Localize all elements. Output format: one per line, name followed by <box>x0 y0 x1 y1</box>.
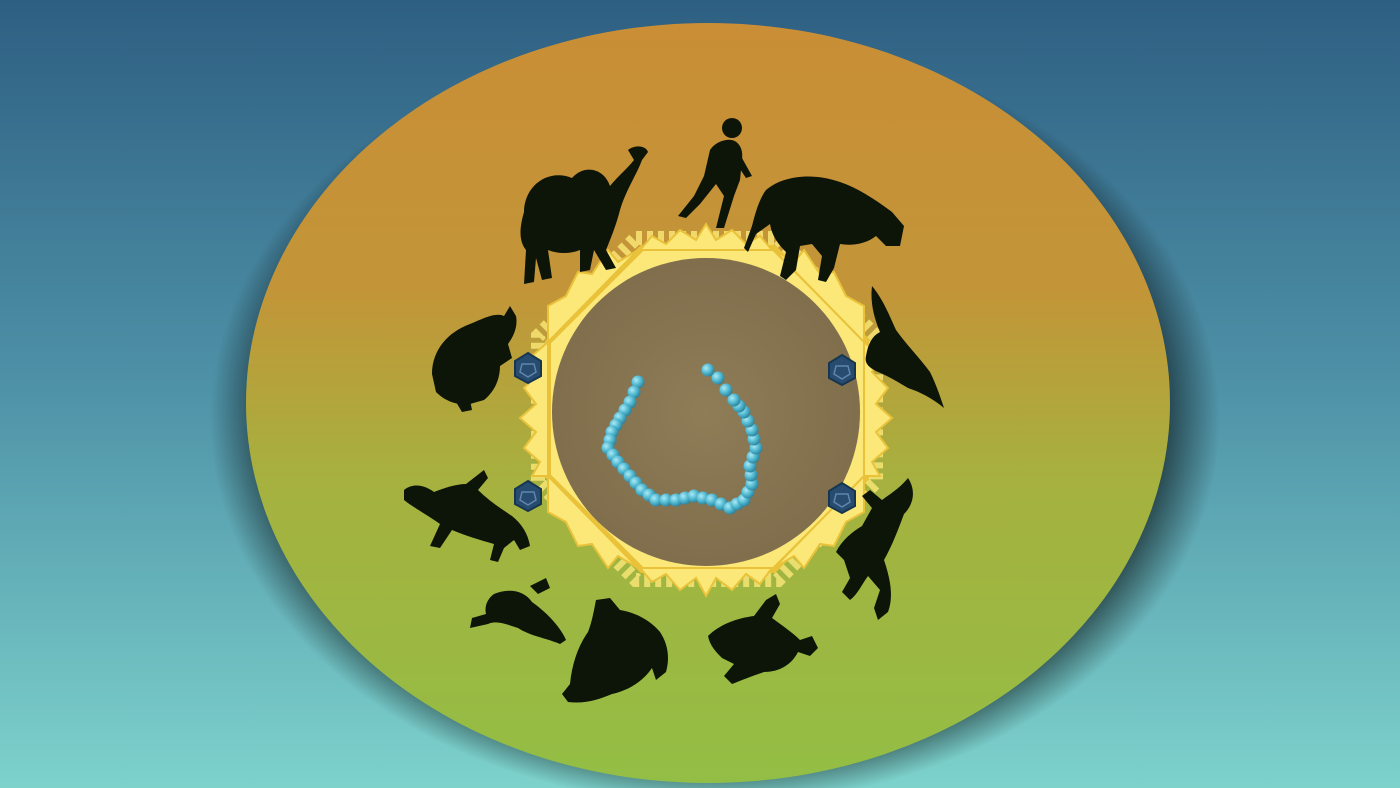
pangolin-icon <box>562 598 668 703</box>
virus-particle-icon <box>514 479 542 513</box>
bead <box>719 383 733 397</box>
host-silhouettes <box>404 118 944 703</box>
cat-icon <box>836 478 913 620</box>
bead <box>649 493 663 507</box>
virus-particle-icon <box>514 351 542 385</box>
virus-particle-icon <box>828 353 856 387</box>
virus-particle-icon <box>828 481 856 515</box>
human-icon <box>678 118 752 228</box>
pig-icon <box>432 306 517 412</box>
bead <box>659 493 673 507</box>
bead <box>727 393 741 407</box>
cow-icon <box>744 176 904 282</box>
bird-icon <box>470 578 566 644</box>
camel-icon <box>520 146 648 284</box>
deer-icon <box>404 470 530 562</box>
bead <box>631 375 645 389</box>
bead <box>701 363 715 377</box>
bat-icon <box>865 286 944 408</box>
bead <box>627 385 641 399</box>
bead-chain-icon <box>601 363 763 515</box>
bead <box>711 371 725 385</box>
inner-cell <box>552 258 860 566</box>
dog-icon <box>708 594 818 684</box>
virus-particles <box>514 351 856 515</box>
